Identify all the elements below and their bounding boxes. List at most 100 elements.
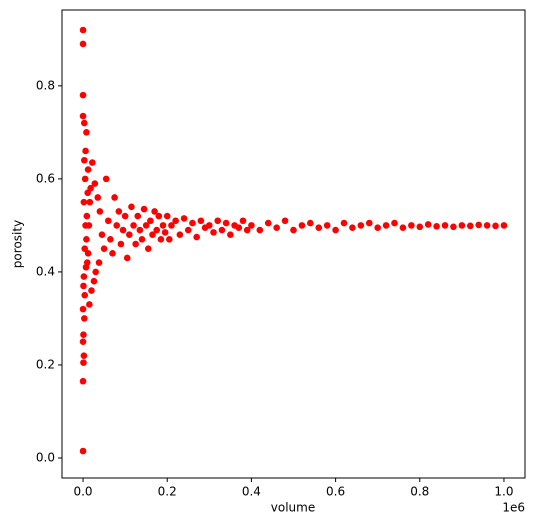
point (81, 175, 89, 183)
point (399, 224, 407, 232)
x-tick-label: 0.8 (410, 485, 429, 499)
point (424, 221, 432, 228)
point (96, 208, 104, 215)
point (83, 236, 90, 243)
point (382, 222, 390, 229)
point (88, 287, 95, 294)
point (79, 338, 87, 345)
point (466, 222, 474, 230)
point (128, 203, 135, 211)
point (136, 226, 144, 234)
point (138, 236, 146, 243)
point (176, 231, 184, 238)
point (82, 263, 90, 271)
point (222, 219, 230, 227)
point (408, 222, 415, 229)
point (227, 231, 234, 238)
point (290, 226, 297, 234)
point (180, 215, 188, 222)
point (492, 222, 499, 230)
point (80, 282, 87, 290)
point (157, 236, 165, 243)
point (126, 231, 133, 238)
point (172, 217, 179, 225)
point (189, 219, 196, 227)
x-tick-label: 0.0 (73, 485, 92, 499)
point (239, 217, 247, 225)
point (80, 331, 87, 339)
point (79, 305, 87, 313)
plot-frame (61, 9, 526, 479)
point (123, 254, 131, 262)
point (332, 226, 339, 234)
point (458, 222, 466, 229)
point (243, 226, 251, 234)
point (86, 198, 94, 206)
point (281, 217, 289, 225)
point (79, 377, 87, 385)
point (391, 219, 398, 227)
point (109, 250, 116, 257)
point (374, 224, 381, 232)
x-tick-label: 0.6 (326, 485, 345, 499)
point (264, 219, 272, 227)
point (144, 245, 152, 252)
point (113, 222, 121, 229)
point (357, 222, 365, 229)
point (235, 224, 243, 232)
point (80, 352, 88, 359)
point (91, 180, 99, 187)
point (84, 250, 92, 257)
point (81, 156, 88, 164)
point (130, 222, 137, 229)
point (159, 222, 167, 229)
x-tick-label: 0.4 (242, 485, 261, 499)
point (115, 208, 123, 215)
point (475, 221, 483, 229)
point (193, 233, 200, 241)
point (119, 226, 127, 234)
point (483, 222, 491, 229)
x-offset-label: 1e6 (502, 501, 525, 515)
point (248, 222, 255, 229)
point (416, 223, 424, 231)
point (441, 222, 449, 229)
y-tick-label: 0.0 (36, 450, 55, 464)
point (84, 189, 91, 197)
point (140, 205, 148, 213)
point (90, 277, 98, 285)
point (100, 245, 108, 252)
point (79, 40, 87, 48)
point (273, 224, 280, 232)
point (121, 212, 129, 220)
point (81, 119, 88, 127)
point (83, 212, 91, 220)
point (80, 359, 87, 366)
point (500, 222, 508, 229)
point (94, 194, 102, 201)
point (433, 223, 440, 230)
point (349, 224, 356, 232)
point (82, 222, 89, 229)
point (214, 217, 222, 225)
point (323, 222, 331, 229)
point (134, 212, 142, 220)
point (218, 226, 226, 234)
point (153, 226, 161, 234)
point (79, 112, 87, 120)
point (151, 208, 158, 215)
point (210, 229, 217, 236)
point (95, 259, 103, 266)
point (81, 315, 88, 322)
y-tick-label: 0.4 (36, 264, 55, 278)
point (79, 447, 87, 455)
point (365, 219, 373, 227)
point (89, 159, 96, 166)
point (98, 231, 106, 238)
point (80, 198, 88, 206)
point (206, 222, 213, 229)
point (147, 217, 154, 225)
point (81, 245, 89, 252)
point (161, 229, 169, 236)
